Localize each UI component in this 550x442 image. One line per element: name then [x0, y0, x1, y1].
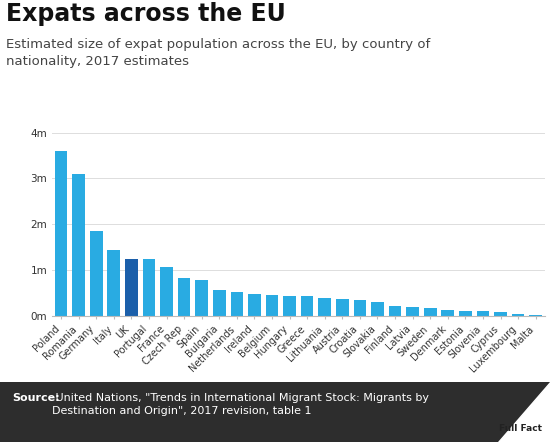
- Bar: [406, 307, 419, 316]
- Bar: [459, 311, 472, 316]
- Bar: [160, 267, 173, 316]
- Bar: [336, 299, 349, 316]
- Bar: [530, 315, 542, 316]
- Bar: [266, 295, 278, 316]
- Bar: [54, 151, 67, 316]
- Bar: [318, 298, 331, 316]
- Bar: [90, 231, 102, 316]
- Text: Expats across the EU: Expats across the EU: [6, 2, 285, 26]
- Bar: [72, 174, 85, 316]
- Bar: [371, 302, 384, 316]
- Polygon shape: [498, 382, 550, 442]
- Bar: [389, 306, 402, 316]
- Bar: [494, 312, 507, 316]
- Bar: [230, 292, 243, 316]
- Bar: [107, 250, 120, 316]
- Text: Estimated size of expat population across the EU, by country of
nationality, 201: Estimated size of expat population acros…: [6, 38, 430, 68]
- Bar: [142, 259, 155, 316]
- Bar: [178, 278, 190, 316]
- Bar: [477, 311, 490, 316]
- Bar: [195, 280, 208, 316]
- Text: United Nations, "Trends in International Migrant Stock: Migrants by
Destination : United Nations, "Trends in International…: [52, 393, 429, 416]
- Text: Full Fact: Full Fact: [499, 424, 542, 433]
- Bar: [213, 290, 225, 316]
- Bar: [442, 310, 454, 316]
- Bar: [424, 308, 437, 316]
- Bar: [125, 259, 138, 316]
- Bar: [283, 296, 296, 316]
- Bar: [354, 300, 366, 316]
- Text: Source:: Source:: [12, 393, 60, 403]
- Bar: [512, 314, 525, 316]
- Bar: [248, 294, 261, 316]
- Bar: [301, 296, 314, 316]
